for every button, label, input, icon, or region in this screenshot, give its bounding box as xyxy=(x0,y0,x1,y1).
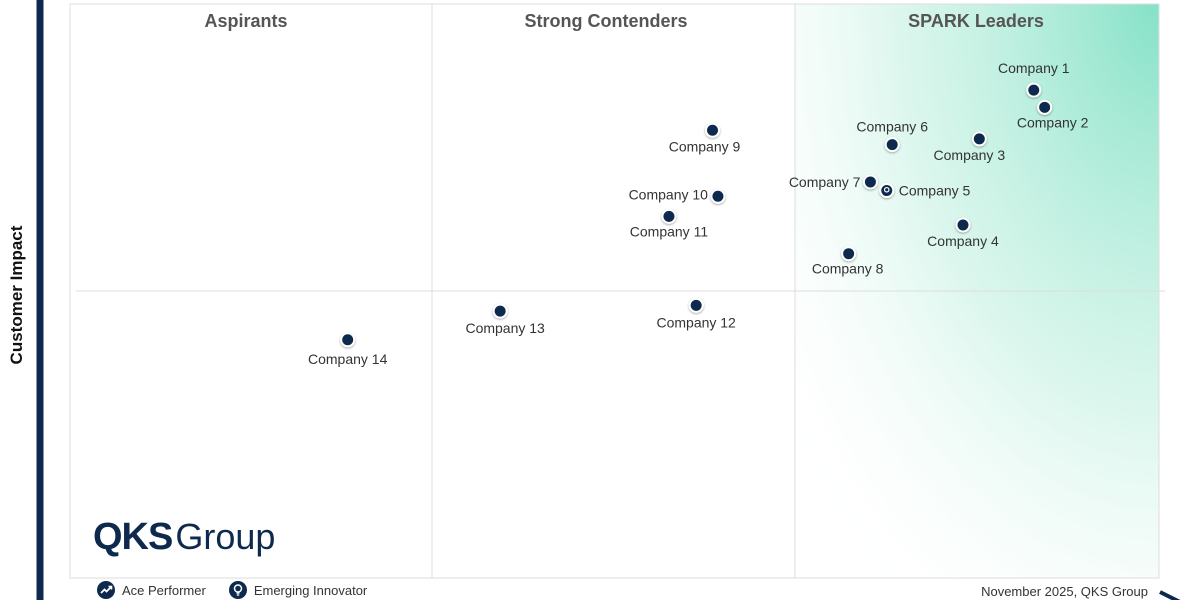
data-point: Company 8 xyxy=(812,246,884,277)
legend: Ace Performer Emerging Innovator xyxy=(96,580,367,600)
marker-dot xyxy=(712,190,724,202)
data-point: Company 9 xyxy=(669,122,741,154)
data-point: Company 11 xyxy=(630,208,709,239)
marker-dot xyxy=(973,133,985,145)
data-point: Company 7 xyxy=(789,174,878,190)
lightbulb-icon xyxy=(883,186,890,193)
data-point: Company 1 xyxy=(998,60,1070,98)
data-point: Company 6 xyxy=(856,119,928,153)
point-label: Company 4 xyxy=(927,233,999,249)
point-label: Company 14 xyxy=(308,351,388,367)
data-point: Company 10 xyxy=(629,186,726,204)
logo-text-light: Group xyxy=(175,516,276,557)
point-label: Company 12 xyxy=(656,314,736,330)
marker-dot xyxy=(494,305,506,317)
point-label: Company 8 xyxy=(812,261,884,277)
marker-dot xyxy=(864,176,876,188)
data-point: Company 12 xyxy=(656,297,736,330)
marker-dot xyxy=(886,139,898,151)
legend-item-ace-performer: Ace Performer xyxy=(96,580,206,600)
logo-text-bold: QKS xyxy=(93,516,173,558)
point-label: Company 13 xyxy=(465,320,545,336)
point-label: Company 5 xyxy=(899,183,971,199)
qks-group-logo: QKSGroup xyxy=(93,518,275,556)
data-point: Company 2 xyxy=(1017,99,1089,130)
x-axis-arrow xyxy=(1159,590,1181,600)
legend-label-emerging-innovator: Emerging Innovator xyxy=(253,582,368,598)
marker-dot xyxy=(342,334,354,346)
marker-dot xyxy=(881,185,893,197)
legend-item-emerging-innovator: Emerging Innovator xyxy=(228,580,367,600)
marker-dot xyxy=(1039,101,1051,113)
data-point: Company 4 xyxy=(927,217,999,249)
quadrant-title: Aspirants xyxy=(204,11,287,31)
point-label: Company 6 xyxy=(856,119,928,135)
marker-dot xyxy=(690,299,702,311)
lightbulb-icon xyxy=(228,581,247,599)
data-point: Company 14 xyxy=(308,332,388,367)
point-label: Company 10 xyxy=(629,186,709,202)
point-label: Company 11 xyxy=(630,223,709,239)
point-label: Company 7 xyxy=(789,174,861,190)
data-point: Company 5 xyxy=(879,183,971,199)
point-label: Company 2 xyxy=(1017,114,1089,130)
point-label: Company 3 xyxy=(934,147,1006,163)
marker-dot xyxy=(663,210,675,222)
trend-up-icon xyxy=(97,581,115,599)
y-axis-label: Customer Impact xyxy=(7,225,26,365)
marker-dot xyxy=(957,219,969,231)
point-label: Company 9 xyxy=(669,138,741,154)
point-label: Company 1 xyxy=(998,60,1070,76)
marker-dot xyxy=(843,248,855,260)
data-point: Company 3 xyxy=(934,131,1006,163)
x-axis-arrow-icon xyxy=(1159,590,1181,600)
quadrant-title: SPARK Leaders xyxy=(908,11,1044,31)
footer-date-source: November 2025, QKS Group xyxy=(981,584,1148,599)
legend-label-ace-performer: Ace Performer xyxy=(122,582,206,598)
data-point: Company 13 xyxy=(465,303,545,336)
marker-dot xyxy=(1028,84,1040,96)
marker-dot xyxy=(707,124,719,136)
quadrant-title: Strong Contenders xyxy=(524,11,687,31)
